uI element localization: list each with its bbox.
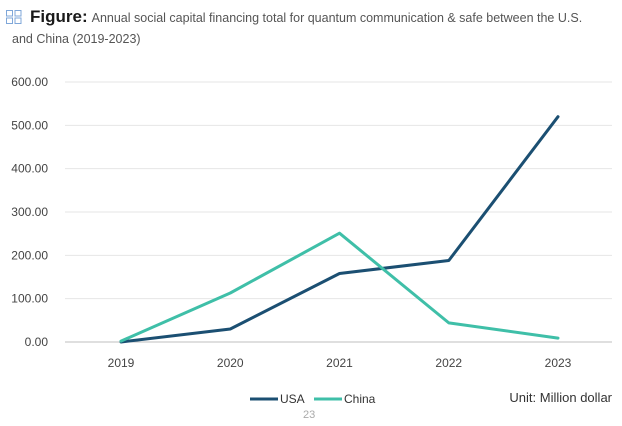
- x-tick-label: 2019: [108, 356, 135, 370]
- unit-label: Unit: Million dollar: [509, 390, 612, 405]
- y-tick-label: 200.00: [11, 248, 48, 262]
- legend-label-china: China: [344, 392, 376, 406]
- y-tick-label: 300.00: [11, 205, 48, 219]
- y-tick-label: 400.00: [11, 162, 48, 176]
- figure-grid-icon: [6, 10, 22, 24]
- series-line-china: [119, 231, 560, 343]
- x-tick-label: 2023: [545, 356, 572, 370]
- x-tick-label: 2020: [217, 356, 244, 370]
- x-tick-label: 2021: [326, 356, 353, 370]
- y-tick-label: 500.00: [11, 118, 48, 132]
- y-tick-label: 0.00: [25, 335, 49, 349]
- figure-label: Figure:: [30, 7, 88, 26]
- legend-label-usa: USA: [280, 392, 305, 406]
- page-number: 23: [303, 409, 316, 421]
- series-line-usa: [119, 115, 560, 344]
- x-tick-label: 2022: [435, 356, 462, 370]
- y-tick-label: 600.00: [11, 75, 48, 89]
- figure-title-line2: and China (2019-2023): [12, 32, 141, 46]
- figure-title-line1: Figure: Annual social capital financing t…: [30, 6, 582, 29]
- y-tick-label: 100.00: [11, 292, 48, 306]
- figure-title-text: Annual social capital financing total fo…: [91, 11, 583, 25]
